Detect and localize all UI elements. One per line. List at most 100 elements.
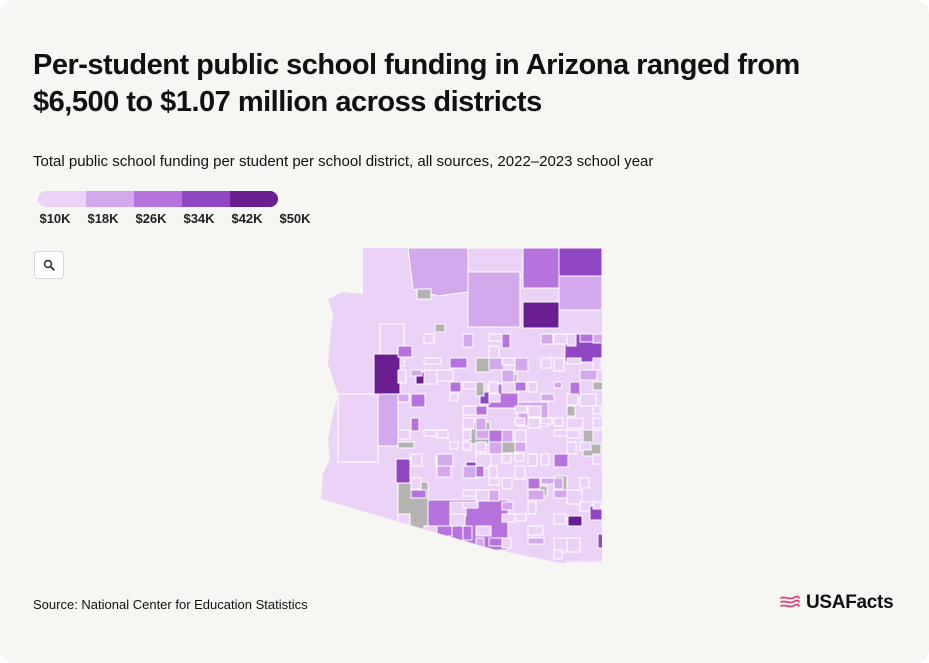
district-cell[interactable] xyxy=(462,417,475,430)
district-cell[interactable] xyxy=(606,358,613,370)
district-cell[interactable] xyxy=(606,562,613,566)
district-cell[interactable] xyxy=(436,429,449,439)
district-cell[interactable] xyxy=(566,417,584,429)
district-cell[interactable] xyxy=(553,429,569,437)
district-cell[interactable] xyxy=(475,525,492,537)
district-cell[interactable] xyxy=(553,357,565,372)
district-cell[interactable] xyxy=(501,333,511,349)
district-cell[interactable] xyxy=(488,561,506,566)
district-cell[interactable] xyxy=(592,333,607,344)
district-no-data[interactable] xyxy=(434,323,446,333)
district-cell[interactable] xyxy=(592,381,605,391)
district-cell[interactable] xyxy=(540,453,550,466)
district-cell[interactable] xyxy=(475,441,487,453)
district-region[interactable] xyxy=(395,458,411,484)
district-cell[interactable] xyxy=(592,561,609,566)
district-cell[interactable] xyxy=(514,381,527,392)
district-cell[interactable] xyxy=(475,465,485,478)
district-cell[interactable] xyxy=(606,334,613,344)
district-cell[interactable] xyxy=(566,537,581,553)
district-cell[interactable] xyxy=(410,477,422,490)
district-cell[interactable] xyxy=(579,369,598,381)
district-cell[interactable] xyxy=(488,333,504,342)
district-cell[interactable] xyxy=(475,561,489,566)
district-cell[interactable] xyxy=(606,490,613,497)
district-cell[interactable] xyxy=(501,537,512,549)
district-cell[interactable] xyxy=(410,561,422,566)
district-cell[interactable] xyxy=(540,333,554,345)
district-cell[interactable] xyxy=(436,525,453,537)
zoom-button[interactable] xyxy=(34,251,64,279)
district-cell[interactable] xyxy=(566,489,583,505)
district-cell[interactable] xyxy=(579,477,590,489)
district-cell[interactable] xyxy=(475,549,492,563)
district-cell[interactable] xyxy=(501,369,515,383)
district-cell[interactable] xyxy=(606,454,613,465)
district-cell[interactable] xyxy=(514,405,528,414)
district-cell[interactable] xyxy=(397,561,415,566)
district-no-data[interactable] xyxy=(416,288,432,300)
district-cell[interactable] xyxy=(606,466,613,473)
district-cell[interactable] xyxy=(514,453,525,462)
district-cell[interactable] xyxy=(488,489,500,502)
district-cell[interactable] xyxy=(527,381,538,393)
district-cell[interactable] xyxy=(423,357,442,365)
district-cell[interactable] xyxy=(566,441,577,455)
district-cell[interactable] xyxy=(488,345,500,359)
district-cell[interactable] xyxy=(514,357,529,372)
district-cell[interactable] xyxy=(514,441,527,453)
district-cell[interactable] xyxy=(514,429,527,444)
district-cell[interactable] xyxy=(449,357,468,369)
district-cell[interactable] xyxy=(566,429,581,439)
district-cell[interactable] xyxy=(397,513,411,527)
district-cell[interactable] xyxy=(397,429,411,440)
district-cell[interactable] xyxy=(592,429,603,445)
district-region[interactable] xyxy=(522,301,560,329)
district-region[interactable] xyxy=(597,533,610,549)
district-cell[interactable] xyxy=(462,501,479,509)
district-cell[interactable] xyxy=(488,441,503,455)
district-cell[interactable] xyxy=(449,381,462,393)
district-cell[interactable] xyxy=(566,561,579,566)
district-cell[interactable] xyxy=(397,345,413,358)
district-cell[interactable] xyxy=(397,549,407,558)
district-region[interactable] xyxy=(337,393,379,463)
district-cell[interactable] xyxy=(553,381,563,389)
district-cell[interactable] xyxy=(566,357,582,365)
district-cell[interactable] xyxy=(579,393,597,407)
district-cell[interactable] xyxy=(540,393,555,402)
district-cell[interactable] xyxy=(606,346,613,355)
district-cell[interactable] xyxy=(423,333,435,344)
district-cell[interactable] xyxy=(606,382,613,395)
district-region[interactable] xyxy=(373,353,401,401)
district-cell[interactable] xyxy=(436,369,454,382)
district-cell[interactable] xyxy=(579,561,598,566)
arizona-district-map[interactable] xyxy=(318,244,613,566)
district-cell[interactable] xyxy=(606,550,613,557)
district-cell[interactable] xyxy=(397,441,415,449)
district-cell[interactable] xyxy=(606,514,613,528)
district-cell[interactable] xyxy=(592,405,602,415)
district-cell[interactable] xyxy=(553,453,569,468)
district-region[interactable] xyxy=(558,248,602,277)
district-cell[interactable] xyxy=(462,429,472,441)
district-cell[interactable] xyxy=(475,405,488,416)
district-cell[interactable] xyxy=(553,477,564,490)
district-cell[interactable] xyxy=(501,513,516,523)
district-cell[interactable] xyxy=(592,501,602,510)
district-region[interactable] xyxy=(558,275,602,311)
district-cell[interactable] xyxy=(410,453,423,467)
district-cell[interactable] xyxy=(553,417,564,427)
district-cell[interactable] xyxy=(410,489,427,499)
district-cell[interactable] xyxy=(579,501,591,512)
district-cell[interactable] xyxy=(462,381,478,390)
district-cell[interactable] xyxy=(488,381,499,394)
district-region[interactable] xyxy=(522,248,560,289)
district-cell[interactable] xyxy=(540,417,553,425)
district-cell[interactable] xyxy=(410,417,420,432)
district-cell[interactable] xyxy=(423,549,441,563)
district-cell[interactable] xyxy=(514,465,526,480)
district-cell[interactable] xyxy=(527,501,537,515)
district-cell[interactable] xyxy=(423,525,439,534)
district-cell[interactable] xyxy=(449,393,459,402)
